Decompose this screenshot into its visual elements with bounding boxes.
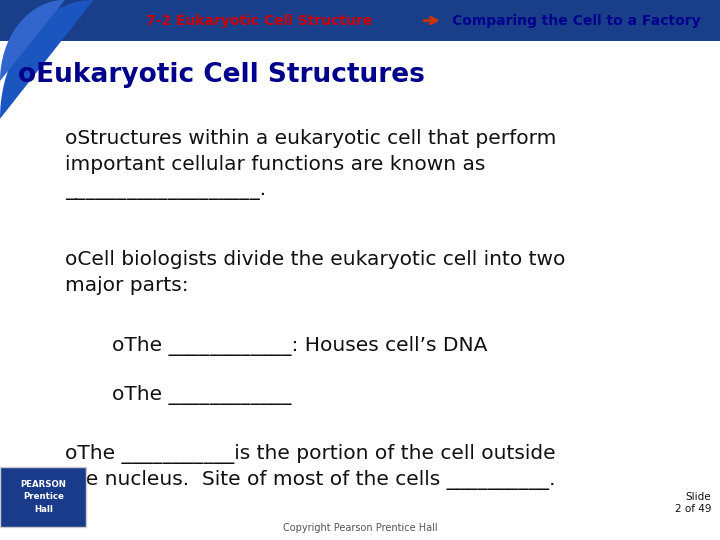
Bar <box>0 0 720 41</box>
Text: 7-2 Eukaryotic Cell Structure: 7-2 Eukaryotic Cell Structure <box>146 14 372 28</box>
Text: oThe ____________: Houses cell’s DNA: oThe ____________: Houses cell’s DNA <box>112 335 487 356</box>
Polygon shape <box>619 437 720 540</box>
Text: oStructures within a eukaryotic cell that perform
important cellular functions a: oStructures within a eukaryotic cell tha… <box>65 129 556 200</box>
Text: Copyright Pearson Prentice Hall: Copyright Pearson Prentice Hall <box>283 523 437 533</box>
Text: oThe ___________is the portion of the cell outside
the nucleus.  Site of most of: oThe ___________is the portion of the ce… <box>65 444 555 490</box>
Polygon shape <box>0 0 94 119</box>
Text: Comparing the Cell to a Factory: Comparing the Cell to a Factory <box>451 14 701 28</box>
Polygon shape <box>0 0 65 81</box>
FancyBboxPatch shape <box>0 467 86 526</box>
Text: oThe ____________: oThe ____________ <box>112 385 291 406</box>
Polygon shape <box>562 378 720 540</box>
Text: oCell biologists divide the eukaryotic cell into two
major parts:: oCell biologists divide the eukaryotic c… <box>65 251 565 295</box>
Text: oEukaryotic Cell Structures: oEukaryotic Cell Structures <box>18 62 425 87</box>
Text: Slide
2 of 49: Slide 2 of 49 <box>675 492 711 515</box>
Text: PEARSON
Prentice
Hall: PEARSON Prentice Hall <box>20 480 66 514</box>
